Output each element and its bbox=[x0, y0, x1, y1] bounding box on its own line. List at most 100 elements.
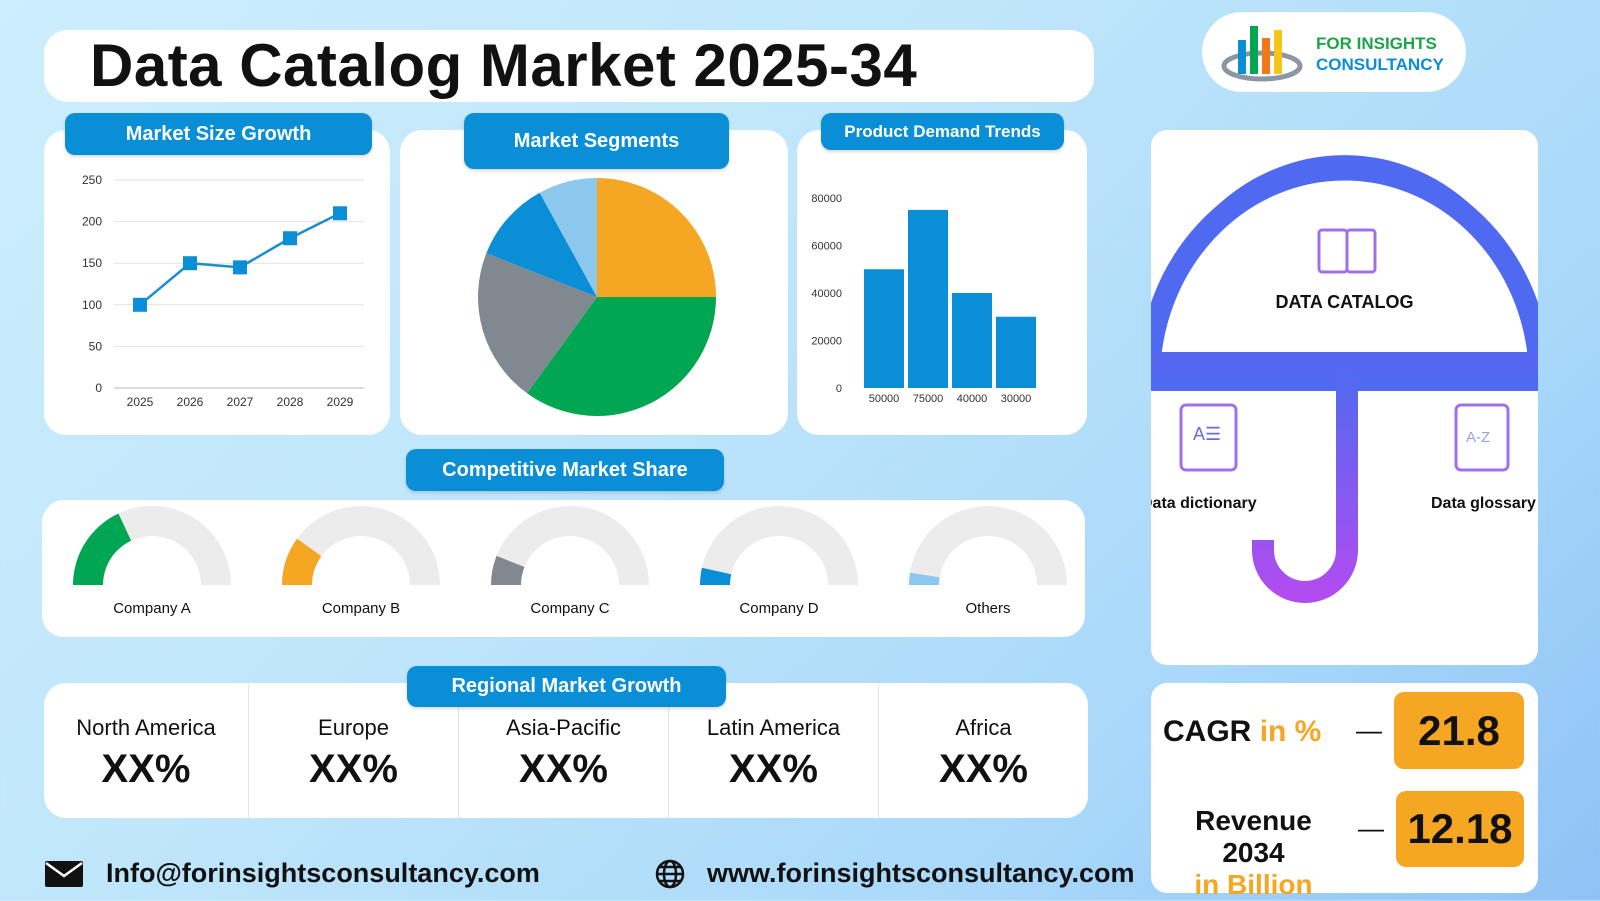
y-tick-label: 100 bbox=[82, 298, 102, 312]
gauge bbox=[491, 506, 649, 585]
region-value: XX% bbox=[519, 747, 608, 791]
line-chart: 0 50 100 150 200 250 2025 2026 2027 2028 2029 bbox=[82, 173, 364, 409]
x-tick-label: 2028 bbox=[277, 395, 304, 409]
region-name: Africa bbox=[955, 715, 1012, 740]
mail-icon bbox=[45, 860, 83, 887]
region-item: Europe XX% bbox=[249, 683, 459, 818]
region-item: North America XX% bbox=[44, 683, 249, 818]
data-point bbox=[133, 297, 147, 312]
logo-text-line2: CONSULTANCY bbox=[1316, 55, 1444, 74]
pie-slice bbox=[597, 178, 716, 297]
market-segments-card bbox=[400, 130, 788, 435]
gauge bbox=[700, 506, 858, 585]
competitive-share-header: Competitive Market Share bbox=[406, 449, 724, 491]
region-value: XX% bbox=[309, 747, 398, 791]
gauge-fill bbox=[73, 513, 132, 585]
gauge-label: Company D bbox=[739, 600, 819, 617]
gauge-label: Company A bbox=[113, 600, 191, 617]
gauge bbox=[282, 506, 440, 585]
bar bbox=[996, 316, 1036, 388]
x-tick-label: 2029 bbox=[327, 395, 354, 409]
revenue-dash: — bbox=[1358, 813, 1384, 843]
x-tick-label: 30000 bbox=[1001, 393, 1032, 405]
umbrella-right-label: Data glossary bbox=[1431, 495, 1536, 512]
glossary-icon: A-Z bbox=[1454, 403, 1510, 472]
region-value: XX% bbox=[939, 747, 1028, 791]
series-line bbox=[139, 212, 341, 306]
pie-slice bbox=[527, 297, 716, 416]
market-segments-header: Market Segments bbox=[464, 113, 729, 169]
gauge bbox=[73, 506, 231, 585]
bar bbox=[864, 269, 904, 388]
gauge-fill bbox=[491, 555, 525, 585]
y-tick-label: 50 bbox=[89, 339, 103, 353]
x-tick-label: 2026 bbox=[177, 395, 204, 409]
gauge-label: Company B bbox=[321, 600, 401, 617]
regional-growth-header: Regional Market Growth bbox=[407, 666, 726, 707]
cagr-value: 21.8 bbox=[1394, 692, 1524, 769]
open-book-icon bbox=[1317, 228, 1377, 274]
gauge-fill bbox=[282, 538, 322, 585]
dictionary-icon: A☰ bbox=[1179, 403, 1238, 472]
product-demand-header: Product Demand Trends bbox=[821, 113, 1064, 150]
cagr-dash: — bbox=[1356, 715, 1382, 745]
website-link[interactable]: www.forinsightsconsultancy.com bbox=[707, 858, 1135, 888]
pie-slice bbox=[478, 253, 597, 394]
cagr-label: CAGR bbox=[1163, 715, 1252, 748]
pie-slice bbox=[539, 178, 597, 297]
umbrella-top-label: DATA CATALOG bbox=[1275, 292, 1414, 312]
x-tick-label: 75000 bbox=[913, 393, 944, 405]
gauge bbox=[909, 506, 1067, 585]
y-tick-label: 150 bbox=[82, 256, 102, 270]
region-value: XX% bbox=[101, 747, 191, 791]
gauge-track bbox=[282, 506, 440, 585]
pie-slice bbox=[486, 192, 597, 297]
revenue-unit: in Billion bbox=[1194, 869, 1313, 900]
bar bbox=[908, 209, 948, 388]
x-tick-label: 2027 bbox=[227, 395, 254, 409]
umbrella-left-label: Data dictionary bbox=[1151, 495, 1257, 512]
x-tick-label: 50000 bbox=[869, 393, 900, 405]
gauge-fill bbox=[909, 572, 940, 585]
y-tick-label: 80000 bbox=[811, 193, 842, 205]
region-name: North America bbox=[76, 715, 216, 740]
competitive-share-card: Company A Company B Company C Company D Othe… bbox=[42, 500, 1085, 637]
y-tick-label: 40000 bbox=[811, 288, 842, 300]
gauge-track bbox=[491, 506, 649, 585]
x-tick-label: 40000 bbox=[957, 393, 988, 405]
y-tick-label: 20000 bbox=[811, 336, 842, 348]
revenue-value: 12.18 bbox=[1396, 791, 1524, 867]
bar bbox=[952, 293, 992, 388]
region-name: Latin America bbox=[706, 715, 841, 740]
region-item: Africa XX% bbox=[879, 683, 1088, 818]
svg-text:A-Z: A-Z bbox=[1466, 429, 1490, 446]
data-catalog-umbrella-card: A☰ A-Z DATA CATALOG Data dictionary Data… bbox=[1151, 130, 1538, 665]
y-tick-label: 200 bbox=[82, 215, 102, 229]
cagr-unit: in % bbox=[1259, 715, 1322, 748]
footer-email[interactable]: Info@forinsightsconsultancy.com bbox=[44, 858, 540, 889]
data-point bbox=[283, 231, 297, 246]
data-point bbox=[183, 256, 197, 271]
bar-chart: 0 20000 40000 60000 80000 50000 75000 40000 3000… bbox=[811, 193, 1036, 405]
region-name: Europe bbox=[318, 715, 389, 740]
gauge-label: Others bbox=[965, 600, 1011, 617]
svg-text:A☰: A☰ bbox=[1193, 424, 1221, 444]
kpi-card: CAGR in % — 21.8 Revenue 2034 in Billion … bbox=[1151, 683, 1538, 900]
email-link[interactable]: Info@forinsightsconsultancy.com bbox=[106, 858, 540, 888]
region-item: Latin America XX% bbox=[669, 683, 879, 818]
logo-text-line1: FOR INSIGHTS bbox=[1316, 34, 1437, 53]
region-value: XX% bbox=[729, 747, 818, 791]
gauge-fill bbox=[700, 567, 732, 585]
y-tick-label: 0 bbox=[836, 383, 842, 395]
logo-chart-icon bbox=[1221, 26, 1303, 82]
y-tick-label: 250 bbox=[82, 173, 102, 187]
revenue-label: Revenue 2034 bbox=[1195, 805, 1312, 868]
gauge-track bbox=[700, 506, 858, 585]
gauge-label: Company C bbox=[530, 600, 610, 617]
company-logo: FOR INSIGHTS CONSULTANCY bbox=[1202, 12, 1466, 92]
market-size-header: Market Size Growth bbox=[65, 113, 372, 155]
gauge-track bbox=[909, 506, 1067, 585]
footer-website[interactable]: www.forinsightsconsultancy.com bbox=[655, 858, 1135, 889]
y-tick-label: 0 bbox=[95, 381, 102, 395]
market-size-card: 0 50 100 150 200 250 2025 2026 2027 2028 2029 bbox=[44, 130, 390, 435]
